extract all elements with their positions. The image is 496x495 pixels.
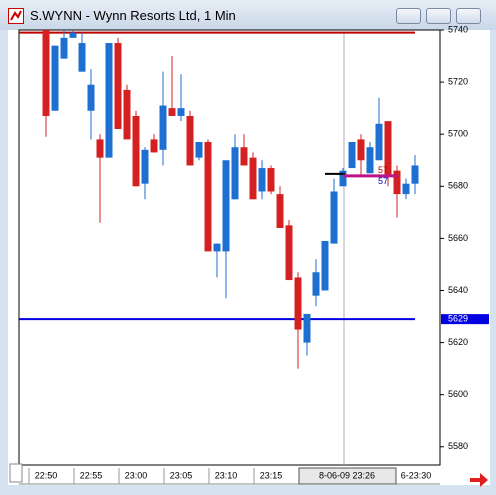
x-tick-label: 23:10 xyxy=(215,470,238,480)
annotation: 57 xyxy=(378,165,388,175)
x-tick-label: 22:55 xyxy=(80,470,103,480)
candle-body xyxy=(267,168,275,192)
scroll-arrow[interactable] xyxy=(470,473,488,487)
x-tick-label: 23:05 xyxy=(170,470,193,480)
candle-body xyxy=(132,115,140,187)
x-tick-label: 6-23:30 xyxy=(401,470,432,480)
candle-body xyxy=(51,45,59,111)
annotation: 57 xyxy=(378,176,388,186)
candle-body xyxy=(285,225,293,281)
window-title: S.WYNN - Wynn Resorts Ltd, 1 Min xyxy=(30,8,236,23)
candle-body xyxy=(321,240,329,291)
candle-body xyxy=(231,147,239,200)
candle-body xyxy=(114,43,122,129)
candle-body xyxy=(177,108,185,116)
candle-body xyxy=(249,157,257,200)
candle-body xyxy=(339,170,347,187)
candle-body xyxy=(123,89,131,140)
cursor-time-box xyxy=(298,467,397,485)
x-tick-label: 23:00 xyxy=(125,470,148,480)
price-line-label-box xyxy=(441,314,489,325)
candle-body xyxy=(60,37,68,59)
y-tick-label: 5740 xyxy=(448,24,468,34)
y-tick-label: 5580 xyxy=(448,441,468,451)
cursor-time-label: 8-06-09 23:26 xyxy=(319,470,375,480)
candle-body xyxy=(186,115,194,166)
candle-body xyxy=(159,105,167,150)
candle-body xyxy=(204,142,212,252)
candle-body xyxy=(42,30,50,116)
candle-body xyxy=(222,160,230,252)
candle-body xyxy=(213,243,221,252)
candle-body xyxy=(87,84,95,111)
candle-body xyxy=(366,147,374,174)
x-tick-label: 23:15 xyxy=(260,470,283,480)
y-tick-label: 5700 xyxy=(448,129,468,139)
candle-body xyxy=(348,142,356,169)
candle-body xyxy=(375,123,383,161)
y-tick-label: 5680 xyxy=(448,181,468,191)
candle-body xyxy=(393,170,401,195)
candle-body xyxy=(312,272,320,296)
price-line-label: 5629 xyxy=(448,314,468,324)
maximize-button[interactable] xyxy=(426,8,451,24)
x-tick-label: 22:50 xyxy=(35,470,58,480)
candle-body xyxy=(330,191,338,244)
candle-body xyxy=(294,277,302,330)
candle-body xyxy=(69,32,77,38)
y-tick-label: 5620 xyxy=(448,337,468,347)
candle-body xyxy=(150,139,158,153)
candle-body xyxy=(96,139,104,158)
candle-body xyxy=(195,142,203,158)
candle-body xyxy=(258,168,266,192)
candle-body xyxy=(276,194,284,228)
candle-body xyxy=(411,165,419,184)
minimize-button[interactable] xyxy=(396,8,421,24)
y-tick-label: 5660 xyxy=(448,233,468,243)
candle-body xyxy=(240,147,248,166)
y-tick-label: 5640 xyxy=(448,285,468,295)
candle-body xyxy=(78,43,86,72)
candle-body xyxy=(168,108,176,116)
close-button[interactable] xyxy=(456,8,481,24)
app-icon xyxy=(8,8,24,24)
candle-body xyxy=(105,43,113,158)
y-tick-label: 5600 xyxy=(448,389,468,399)
candle-body xyxy=(141,149,149,184)
candle-body xyxy=(357,139,365,161)
title-bar: S.WYNN - Wynn Resorts Ltd, 1 Min xyxy=(0,0,496,30)
scroll-box[interactable] xyxy=(9,463,23,483)
candle-body xyxy=(402,183,410,195)
candle-body xyxy=(384,121,392,176)
y-tick-label: 5720 xyxy=(448,76,468,86)
candle-body xyxy=(303,313,311,343)
